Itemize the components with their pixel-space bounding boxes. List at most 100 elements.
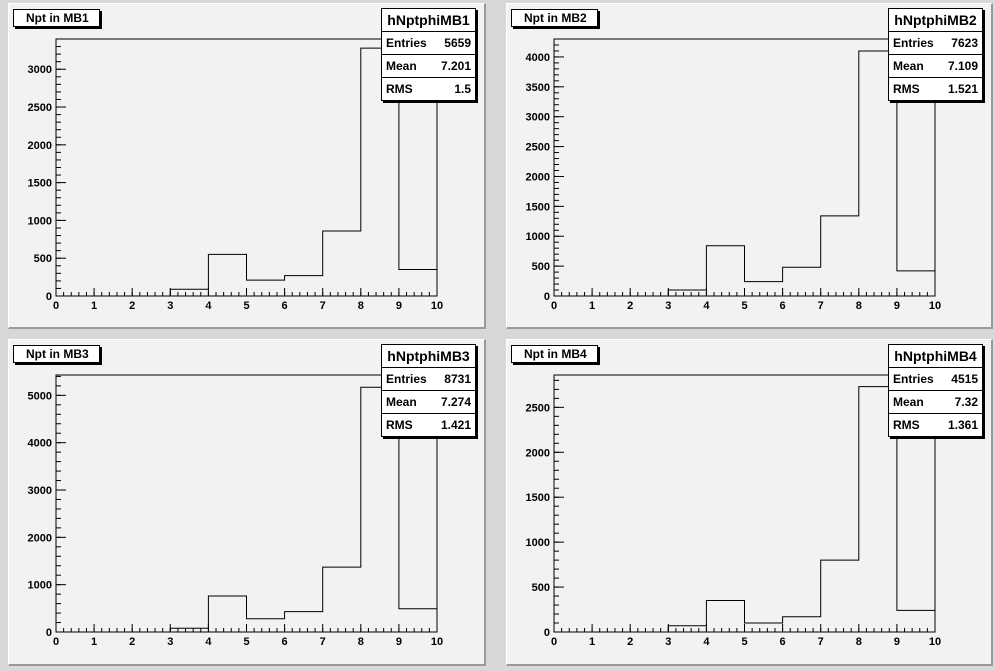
x-tick-label: 7: [320, 636, 326, 648]
stats-histogram-name: hNptphiMB1: [382, 9, 475, 32]
histogram-bin: [208, 254, 246, 296]
y-tick-label: 4000: [28, 438, 52, 450]
x-tick-label: 10: [431, 300, 443, 312]
x-tick-label: 8: [856, 636, 862, 648]
stats-label: Mean: [386, 59, 417, 73]
stats-value: 7623: [951, 36, 978, 50]
histogram-bin: [247, 280, 285, 296]
x-tick-label: 1: [91, 636, 97, 648]
stats-row-mean: Mean 7.274: [382, 390, 475, 413]
y-tick-label: 1500: [526, 492, 550, 504]
stats-row-entries: Entries 7623: [889, 32, 982, 54]
y-tick-label: 0: [544, 291, 550, 303]
x-tick-label: 5: [741, 300, 747, 312]
stats-value: 7.32: [954, 395, 978, 409]
stats-value: 7.274: [440, 395, 471, 409]
x-tick-label: 4: [205, 636, 212, 648]
histogram-bin: [783, 617, 821, 632]
x-tick-label: 1: [589, 300, 595, 312]
x-tick-label: 5: [243, 636, 249, 648]
stats-value: 1.361: [947, 418, 978, 432]
y-tick-label: 3000: [526, 112, 550, 124]
x-tick-label: 5: [243, 300, 249, 312]
x-tick-label: 5: [741, 636, 747, 648]
x-tick-label: 6: [780, 300, 786, 312]
histogram-pad-mb2[interactable]: 0 1 2 3 4 5 6 7 8 9 10 0 500 1000 1500 2000 2500 3000 3500…: [506, 3, 993, 329]
stats-row-entries: Entries 8731: [382, 368, 475, 390]
stats-histogram-name: hNptphiMB4: [889, 345, 982, 368]
stats-label: Mean: [893, 59, 924, 73]
y-tick-label: 2500: [28, 102, 52, 114]
stats-row-rms: RMS 1.421: [382, 413, 475, 436]
y-tick-label: 4000: [526, 52, 550, 64]
histogram-bin: [897, 271, 935, 296]
histogram-bin: [170, 628, 208, 632]
histogram-pad-mb3[interactable]: 0 1 2 3 4 5 6 7 8 9 10 0 1000 2000 3000 4000 5000 Npt in…: [8, 339, 486, 666]
histogram-pad-mb1[interactable]: 0 1 2 3 4 5 6 7 8 9 10 0 500 1000 1500 2000 2500 3000 Npt…: [8, 3, 486, 329]
stats-label: RMS: [386, 82, 413, 96]
histogram-bin: [247, 619, 285, 632]
y-tick-label: 0: [46, 627, 52, 639]
x-tick-label: 2: [627, 636, 633, 648]
x-tick-label: 3: [167, 636, 173, 648]
stats-value: 8731: [444, 372, 471, 386]
pad-title: Npt in MB4: [511, 345, 598, 363]
x-tick-label: 0: [53, 636, 59, 648]
x-tick-label: 1: [589, 636, 595, 648]
x-tick-label: 8: [358, 636, 364, 648]
y-tick-label: 3500: [526, 82, 550, 94]
x-tick-label: 8: [856, 300, 862, 312]
x-tick-label: 9: [396, 636, 402, 648]
x-tick-label: 4: [703, 300, 710, 312]
histogram-bin: [208, 596, 246, 632]
histogram-bin: [285, 276, 323, 296]
stats-label: RMS: [893, 418, 920, 432]
histogram-bin: [323, 231, 361, 296]
y-tick-label: 1000: [526, 537, 550, 549]
histogram-bin: [323, 567, 361, 632]
x-tick-label: 0: [551, 300, 557, 312]
histogram-bin: [706, 601, 744, 632]
stats-histogram-name: hNptphiMB2: [889, 9, 982, 32]
stats-label: Entries: [893, 36, 934, 50]
x-tick-label: 3: [665, 300, 671, 312]
x-tick-label: 10: [431, 636, 443, 648]
histogram-pad-mb4[interactable]: 0 1 2 3 4 5 6 7 8 9 10 0 500 1000 1500 2000 2500 Npt in …: [506, 339, 993, 666]
histogram-bin: [668, 626, 706, 632]
x-tick-label: 0: [53, 300, 59, 312]
y-tick-label: 500: [532, 582, 550, 594]
stats-row-rms: RMS 1.521: [889, 77, 982, 100]
histogram-bin: [668, 290, 706, 296]
x-tick-label: 10: [929, 636, 941, 648]
y-tick-label: 2500: [526, 142, 550, 154]
y-tick-label: 0: [544, 627, 550, 639]
stats-value: 1.5: [454, 82, 471, 96]
x-tick-label: 9: [396, 300, 402, 312]
stats-box: hNptphiMB4 Entries 4515 Mean 7.32 RMS 1.…: [888, 344, 983, 437]
stats-label: Entries: [386, 372, 427, 386]
y-tick-label: 2000: [526, 171, 550, 183]
stats-label: RMS: [893, 82, 920, 96]
x-tick-label: 4: [703, 636, 710, 648]
histogram-bin: [821, 560, 859, 632]
y-tick-label: 1000: [28, 580, 52, 592]
x-tick-label: 0: [551, 636, 557, 648]
stats-value: 7.201: [440, 59, 471, 73]
histogram-bin: [745, 282, 783, 296]
x-tick-label: 6: [282, 636, 288, 648]
stats-label: Entries: [386, 36, 427, 50]
x-tick-label: 10: [929, 300, 941, 312]
y-tick-label: 5000: [28, 390, 52, 402]
y-tick-label: 2000: [28, 532, 52, 544]
y-tick-label: 3000: [28, 485, 52, 497]
stats-label: Entries: [893, 372, 934, 386]
x-tick-label: 9: [894, 300, 900, 312]
stats-value: 7.109: [947, 59, 978, 73]
stats-box: hNptphiMB3 Entries 8731 Mean 7.274 RMS 1…: [381, 344, 476, 437]
stats-label: Mean: [386, 395, 417, 409]
pad-title: Npt in MB2: [511, 9, 598, 27]
x-tick-label: 2: [627, 300, 633, 312]
pad-title: Npt in MB1: [13, 9, 100, 27]
histogram-bin: [170, 289, 208, 296]
stats-label: Mean: [893, 395, 924, 409]
